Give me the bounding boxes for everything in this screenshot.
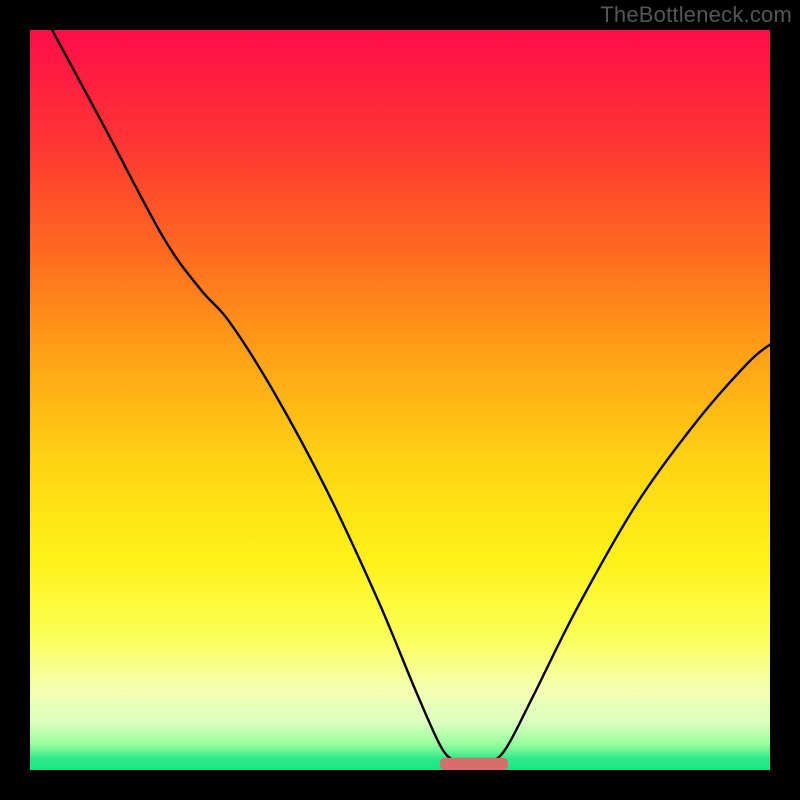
stage: TheBottleneck.com: [0, 0, 800, 800]
watermark-label: TheBottleneck.com: [600, 2, 792, 28]
bottom-marker: [440, 758, 508, 771]
chart-svg: [0, 0, 800, 800]
plot-background: [30, 30, 770, 770]
